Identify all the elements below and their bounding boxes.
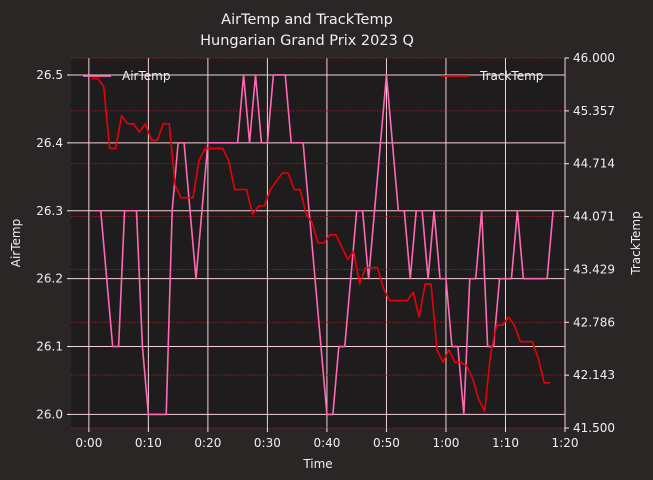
series-layer bbox=[91, 74, 554, 416]
y-left-tick-label: 26.0 bbox=[36, 407, 63, 421]
y-right-tick-label: 44.071 bbox=[573, 210, 615, 224]
y-right-tick-label: 43.429 bbox=[573, 262, 615, 276]
y-axis-right-label: TrackTemp bbox=[629, 211, 643, 275]
series-line-tracktemp bbox=[91, 77, 551, 413]
y-left-tick-label: 26.3 bbox=[36, 204, 63, 218]
y-right-tick-label: 45.357 bbox=[573, 104, 615, 118]
y-right-tick-label: 41.500 bbox=[573, 421, 615, 435]
y-right-tick-label: 46.000 bbox=[573, 51, 615, 65]
legend-airtemp: AirTemp bbox=[83, 69, 170, 83]
chart-subtitle: Hungarian Grand Prix 2023 Q bbox=[200, 33, 414, 49]
y-right-tick-label: 42.786 bbox=[573, 315, 615, 329]
x-tick-label: 0:30 bbox=[254, 436, 281, 450]
x-tick-label: 1:00 bbox=[432, 436, 459, 450]
grid bbox=[71, 57, 566, 429]
axes: 0:00 0:10 0:20 0:30 0:40 0:50 1:00 1:10 1:20 26.0… bbox=[36, 51, 615, 450]
x-tick-label: 0:00 bbox=[75, 436, 102, 450]
x-tick-label: 0:40 bbox=[313, 436, 340, 450]
y-left-tick-label: 26.5 bbox=[36, 68, 63, 82]
y-axis-left-label: AirTemp bbox=[9, 219, 23, 267]
series-line-airtemp bbox=[94, 74, 554, 416]
x-tick-label: 1:20 bbox=[552, 436, 579, 450]
legend-airtemp-label: AirTemp bbox=[122, 69, 170, 83]
x-axis-label: Time bbox=[302, 457, 332, 471]
x-tick-label: 0:10 bbox=[135, 436, 162, 450]
y-right-tick-label: 42.143 bbox=[573, 368, 615, 382]
y-left-tick-label: 26.1 bbox=[36, 340, 63, 354]
x-tick-label: 0:50 bbox=[373, 436, 400, 450]
chart-title: AirTemp and TrackTemp bbox=[221, 12, 393, 28]
y-left-tick-label: 26.4 bbox=[36, 136, 63, 150]
y-left-tick-label: 26.2 bbox=[36, 272, 63, 286]
legend-tracktemp-label: TrackTemp bbox=[479, 69, 543, 83]
legend-tracktemp: TrackTemp bbox=[441, 69, 543, 83]
x-tick-label: 1:10 bbox=[492, 436, 519, 450]
x-tick-label: 0:20 bbox=[194, 436, 221, 450]
y-right-tick-label: 44.714 bbox=[573, 157, 615, 171]
